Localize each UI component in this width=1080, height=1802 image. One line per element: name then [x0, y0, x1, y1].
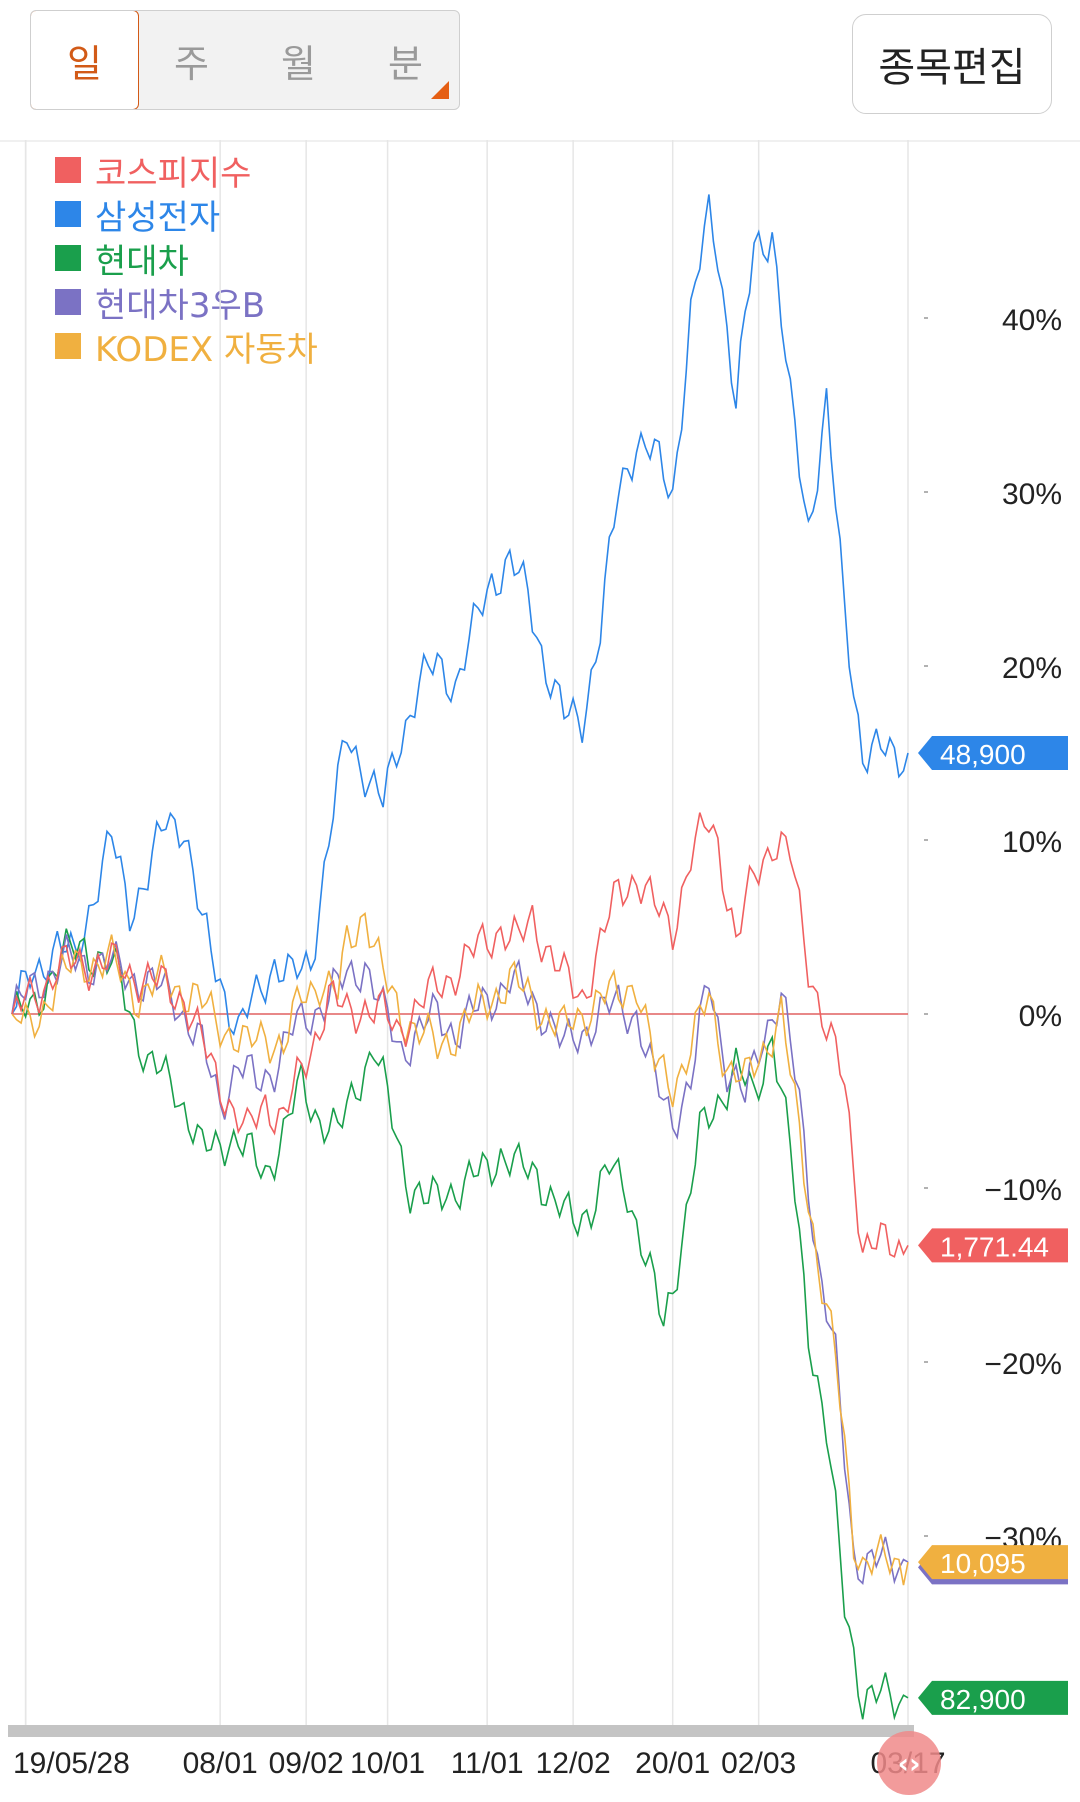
series-line[interactable]: [11, 812, 909, 1258]
end-value-tag: [918, 1228, 1068, 1263]
y-tick-label: 10%: [1002, 826, 1062, 859]
x-tick-label: 09/02: [269, 1747, 344, 1780]
series-line[interactable]: [11, 934, 909, 1586]
comparison-line-chart[interactable]: −30%−20%−10%0%10%20%30%40%10,09548,9001,…: [0, 140, 1080, 1802]
scroll-handle[interactable]: [877, 1731, 941, 1795]
end-value-tag: [918, 1680, 1068, 1715]
scroll-handle-arrows-icon: ‹›: [897, 1747, 920, 1780]
legend-label: 삼성전자: [95, 197, 221, 238]
end-value-label: 82,900: [940, 1684, 1026, 1715]
chart-legend: 코스피지수 삼성전자 현대차 현대차3우B KODEX 자동차: [55, 148, 318, 370]
series-line[interactable]: [11, 928, 909, 1721]
legend-swatch: [55, 333, 81, 359]
series-line[interactable]: [11, 194, 909, 1036]
dropdown-corner-icon: [431, 81, 449, 99]
x-tick-label: 02/03: [721, 1747, 796, 1780]
legend-swatch: [55, 157, 81, 183]
legend-swatch: [55, 289, 81, 315]
period-tab-group: 일 주 월 분: [30, 10, 460, 110]
divider: [0, 140, 1080, 142]
legend-label: KODEX 자동차: [95, 329, 318, 370]
legend-item[interactable]: KODEX 자동차: [55, 324, 318, 370]
legend-item[interactable]: 현대차3우B: [55, 280, 318, 326]
legend-label: 코스피지수: [95, 153, 252, 194]
tab-weekly[interactable]: 주: [174, 41, 209, 86]
end-value-label: 1,771.44: [940, 1231, 1049, 1262]
x-tick-label: 08/01: [183, 1747, 258, 1780]
x-tick-label: 19/05/28: [13, 1747, 130, 1780]
tab-monthly[interactable]: 월: [281, 41, 316, 86]
horizontal-scrollbar[interactable]: [8, 1725, 914, 1737]
legend-swatch: [55, 245, 81, 271]
legend-item[interactable]: 현대차: [55, 236, 318, 282]
edit-stocks-button[interactable]: 종목편집: [852, 14, 1052, 114]
y-tick-label: 0%: [1019, 1000, 1062, 1033]
legend-item[interactable]: 코스피지수: [55, 148, 318, 194]
series-line[interactable]: [11, 911, 909, 1586]
legend-swatch: [55, 201, 81, 227]
tab-daily[interactable]: 일: [31, 11, 139, 109]
legend-label: 현대차: [95, 241, 189, 282]
end-value-tag: [918, 1545, 1068, 1580]
end-value-label: 10,095: [940, 1548, 1026, 1579]
tab-minute-label: 분: [388, 41, 423, 86]
x-tick-label: 10/01: [350, 1747, 425, 1780]
y-tick-label: 40%: [1002, 304, 1062, 337]
x-tick-label: 11/01: [451, 1747, 524, 1780]
end-value-label: 48,900: [940, 739, 1026, 770]
legend-item[interactable]: 삼성전자: [55, 192, 318, 238]
end-value-tag: [918, 736, 1068, 770]
y-tick-label: 30%: [1002, 478, 1062, 511]
x-tick-label: 12/02: [536, 1747, 611, 1780]
y-tick-label: −20%: [984, 1348, 1062, 1381]
y-tick-label: −10%: [984, 1174, 1062, 1207]
legend-label: 현대차3우B: [95, 285, 266, 326]
x-tick-label: 20/01: [635, 1747, 710, 1780]
tab-minute[interactable]: 분: [352, 11, 459, 109]
y-tick-label: 20%: [1002, 652, 1062, 685]
